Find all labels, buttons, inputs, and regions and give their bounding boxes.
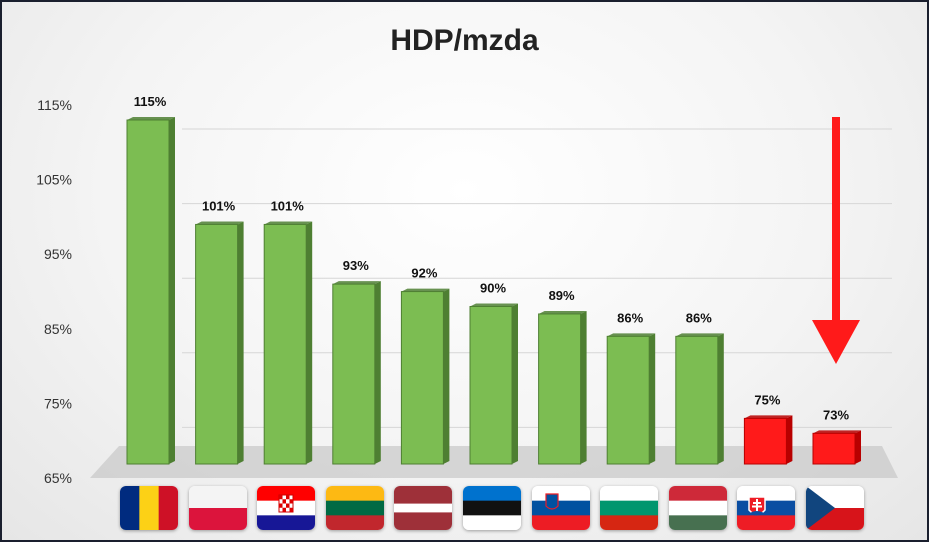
- arrow-shaft: [832, 117, 840, 327]
- bar-top-pl: [195, 221, 244, 225]
- bar-side-bg: [649, 333, 656, 464]
- bar-lt: [332, 283, 376, 465]
- bar-side-sk: [786, 415, 793, 464]
- bar-top-cz: [813, 430, 861, 434]
- arrow-down-icon: [812, 320, 860, 364]
- y-tick-label: 65%: [44, 470, 72, 486]
- bar-lv: [400, 291, 444, 465]
- y-tick-label: 85%: [44, 321, 72, 337]
- flag-hungary-icon: [668, 486, 727, 530]
- flag-latvia-icon: [394, 486, 453, 530]
- y-tick-label: 115%: [37, 97, 72, 113]
- bar-pl: [195, 223, 239, 465]
- bar-side-pl: [237, 221, 244, 464]
- flag-slovenia-icon: [531, 486, 590, 530]
- bar-side-ee: [512, 303, 518, 464]
- bar-top-lv: [401, 288, 450, 292]
- bar-bg: [606, 335, 650, 465]
- bar-side-hu: [717, 333, 724, 464]
- data-label-lt: 93%: [343, 258, 369, 273]
- data-label-ro: 115%: [134, 94, 167, 109]
- flag-croatia-icon: [257, 486, 316, 530]
- data-label-sk: 75%: [754, 392, 780, 407]
- bar-top-hu: [675, 333, 724, 337]
- bar-top-bg: [607, 333, 656, 337]
- flag-romania-icon: [120, 486, 178, 530]
- bar-side-lt: [374, 281, 381, 464]
- flag-slovakia-icon: [737, 486, 796, 530]
- flag-estonia-icon: [463, 486, 521, 530]
- bar-top-si: [538, 310, 587, 314]
- data-label-pl: 101%: [202, 198, 236, 213]
- bar-top-lt: [332, 281, 381, 285]
- y-tick-label: 95%: [44, 246, 72, 262]
- bar-top-ro: [127, 117, 175, 120]
- bar-top-hr: [264, 221, 313, 225]
- data-label-hu: 86%: [686, 310, 712, 325]
- bar-side-cz: [855, 430, 861, 464]
- data-label-si: 89%: [549, 288, 575, 303]
- bar-side-hr: [306, 221, 313, 464]
- y-tick-label: 105%: [36, 172, 72, 188]
- flag-lithuania-icon: [325, 486, 384, 530]
- bar-cz: [812, 432, 856, 465]
- bar-top-sk: [744, 415, 793, 419]
- flag-bulgaria-icon: [600, 486, 659, 530]
- data-label-ee: 90%: [480, 281, 506, 296]
- bar-side-ro: [169, 117, 175, 464]
- bar-ro: [126, 119, 170, 465]
- data-label-hr: 101%: [271, 198, 305, 213]
- bar-hu: [675, 335, 719, 465]
- bar-side-si: [580, 310, 587, 464]
- data-label-cz: 73%: [823, 407, 849, 422]
- flag-poland-icon: [188, 486, 247, 530]
- bar-hr: [263, 223, 307, 465]
- y-tick-label: 75%: [44, 395, 72, 411]
- bar-sk: [743, 417, 787, 465]
- bar-top-ee: [470, 303, 518, 307]
- chart-title: HDP/mzda: [390, 24, 539, 57]
- bar-ee: [469, 306, 513, 465]
- flag-czechia-icon: [806, 486, 864, 530]
- bar-si: [538, 313, 582, 465]
- data-label-bg: 86%: [617, 310, 643, 325]
- bar-side-lv: [443, 288, 450, 464]
- data-label-lv: 92%: [411, 266, 437, 281]
